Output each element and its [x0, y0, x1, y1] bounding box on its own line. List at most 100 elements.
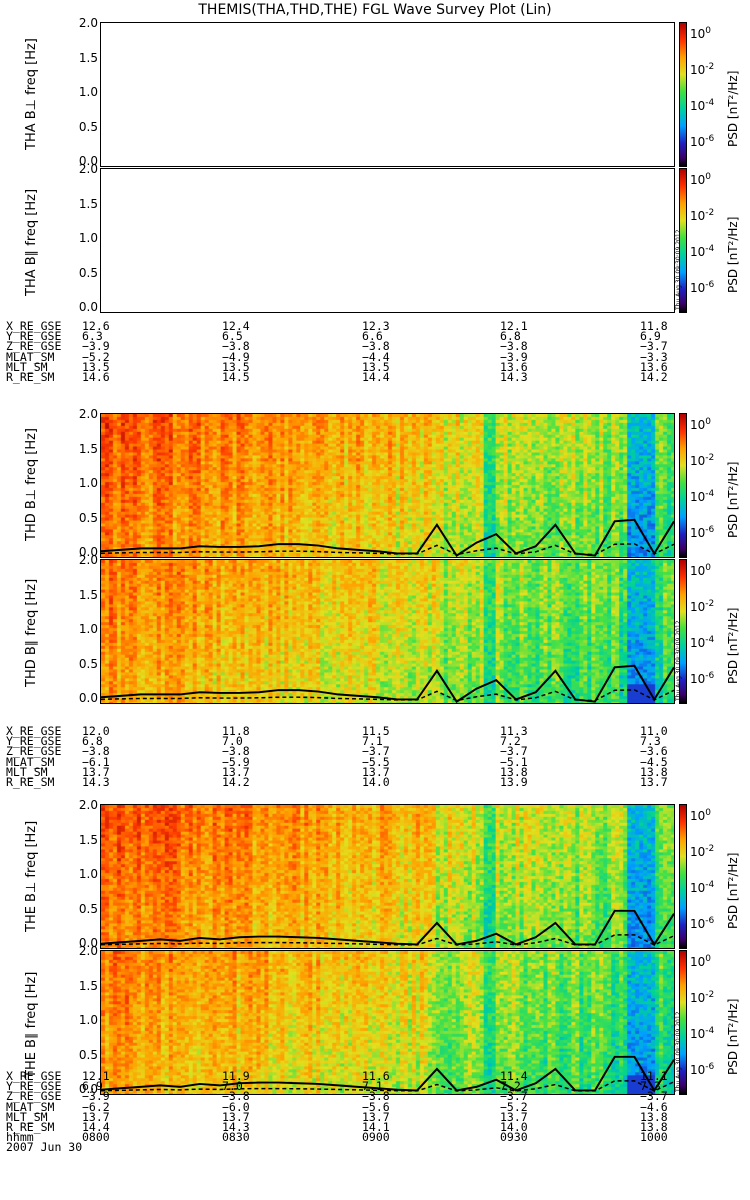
ephemeris-value: 6.8	[82, 734, 103, 749]
ephemeris-row: R_RE_SM 14.3 14.2 14.0 13.9 13.7	[6, 774, 746, 789]
ephemeris-label: Y_RE_GSE	[6, 1079, 62, 1094]
ephemeris-row: hhmm 0800 0830 0900 0930 1000	[6, 1130, 746, 1145]
ephemeris-value: 7.0	[222, 1079, 243, 1094]
ephemeris-label: Y_RE_GSE	[6, 329, 62, 344]
y-axis-label: THE B∥ freq [Hz]	[24, 971, 39, 1078]
ephemeris-row: Y_RE_GSE 6.9 7.0 7.1 7.2 7.3	[6, 1079, 746, 1094]
dashed-line	[101, 934, 674, 946]
ephemeris-value: 11.6	[362, 1069, 390, 1083]
ephemeris-value: −5.2	[82, 349, 110, 364]
ephemeris-value: 13.7	[500, 1109, 528, 1124]
ephemeris-value: −3.7	[500, 1089, 528, 1104]
ephemeris-value: −3.6	[640, 744, 668, 759]
ephemeris-value: 12.3	[362, 319, 390, 333]
ephemeris-value: 14.4	[82, 1119, 110, 1134]
y-tick-label: 1.0	[78, 85, 98, 99]
ephemeris-label: MLT_SM	[6, 764, 48, 779]
colorbar-tick-label: 10-6	[690, 671, 715, 686]
y-tick-label: 0.5	[78, 656, 98, 671]
y-axis-label: THA B⊥ freq [Hz]	[24, 37, 39, 150]
ephemeris-value: 6.9	[640, 329, 661, 344]
ephemeris-value: −3.3	[640, 349, 668, 364]
fce-line	[101, 518, 674, 557]
spectrogram-panel-2	[100, 168, 675, 313]
ephemeris-value: −5.9	[222, 754, 250, 769]
ephemeris-value: 7.3	[640, 734, 661, 749]
ephemeris-value: 14.3	[82, 774, 110, 789]
colorbar-tick-label: 10-4	[690, 98, 715, 113]
colorbar	[679, 804, 687, 949]
ephemeris-value: 14.1	[362, 1119, 390, 1134]
colorbar-tick-label: 10-2	[690, 62, 715, 77]
plot-title: THEMIS(THA,THD,THE) FGL Wave Survey Plot…	[198, 2, 552, 18]
colorbar-tick-label: 10-4	[690, 244, 715, 259]
ephemeris-value: 13.7	[82, 1109, 110, 1124]
colorbar-tick-label: 10-6	[690, 1062, 715, 1077]
ephemeris-value: 0800	[82, 1130, 110, 1145]
ephemeris-value: 11.0	[640, 724, 668, 738]
ephemeris-value: −3.9	[82, 339, 110, 354]
ephemeris-value: −5.2	[500, 1099, 528, 1114]
ephemeris-value: 6.8	[500, 329, 521, 344]
colorbar-tick-label: 100	[690, 808, 712, 823]
ephemeris-value: 13.7	[222, 1109, 250, 1124]
ephemeris-value: −6.1	[82, 754, 110, 769]
y-tick-label: 1.0	[78, 476, 98, 490]
colorbar-label: PSD [nT²/Hz]	[726, 852, 740, 929]
colorbar-label: PSD [nT²/Hz]	[726, 607, 740, 684]
ephemeris-value: 13.7	[222, 764, 250, 779]
colorbar	[679, 22, 687, 167]
ephemeris-value: −3.9	[500, 349, 528, 364]
y-tick-label: 2.0	[78, 16, 98, 30]
ephemeris-block-2: X_RE_GSE 12.0 11.8 11.5 11.3 11.0 Y_RE_GSE 6.8 7…	[6, 724, 746, 789]
colorbar-label: PSD [nT²/Hz]	[726, 216, 740, 293]
colorbar	[679, 950, 687, 1095]
colorbar-tick-label: 10-6	[690, 134, 715, 149]
ephemeris-label: MLT_SM	[6, 359, 48, 374]
y-tick-label: 2.0	[78, 162, 98, 176]
y-tick-label: 1.0	[78, 867, 98, 881]
ephemeris-value: 12.1	[500, 319, 528, 333]
ephemeris-value: 13.6	[500, 359, 528, 374]
ephemeris-value: −4.5	[640, 754, 668, 769]
y-tick-label: 0.5	[78, 1047, 98, 1062]
ephemeris-value: −6.2	[82, 1099, 110, 1114]
spectrogram-panel-5	[100, 804, 675, 949]
y-axis-label: THE B⊥ freq [Hz]	[24, 820, 39, 932]
timestamp-label: Thu Aug 30 09:30:09 2012	[675, 229, 682, 310]
spectrogram-panel-4	[100, 559, 675, 704]
ephemeris-value: 13.5	[82, 359, 110, 374]
ephemeris-row: MLT_SM 13.7 13.7 13.7 13.7 13.8	[6, 1109, 746, 1124]
ephemeris-value: 7.3	[640, 1079, 661, 1094]
y-tick-label: 0.0	[78, 300, 98, 314]
spectrogram-panel-1	[100, 22, 675, 167]
colorbar-tick-label: 100	[690, 954, 712, 969]
ephemeris-value: 11.8	[640, 319, 668, 333]
y-axis-label: THA B∥ freq [Hz]	[24, 188, 39, 296]
y-axis-label: THD B⊥ freq [Hz]	[24, 427, 39, 541]
y-tick-label: 0.5	[78, 510, 98, 525]
ephemeris-value: −5.5	[362, 754, 390, 769]
ephemeris-value: −3.8	[362, 339, 390, 354]
ephemeris-row: 2007 Jun 30	[6, 1141, 746, 1153]
colorbar-tick-label: 10-4	[690, 635, 715, 650]
ephemeris-value: −5.1	[500, 754, 528, 769]
ephemeris-value: 12.4	[222, 319, 250, 333]
ephemeris-value: −4.6	[640, 1099, 668, 1114]
ephemeris-value: 13.9	[500, 774, 528, 789]
ephemeris-value: −3.8	[500, 339, 528, 354]
spectrogram-image	[101, 414, 674, 557]
ephemeris-value: −3.8	[362, 1089, 390, 1104]
ephemeris-label: Z_RE_GSE	[6, 1089, 62, 1104]
ephemeris-row: R_RE_SM 14.4 14.3 14.1 14.0 13.8	[6, 1119, 746, 1134]
ephemeris-value: 14.6	[82, 369, 110, 384]
y-tick-label: 1.5	[78, 832, 98, 847]
ephemeris-value: 14.0	[500, 1119, 528, 1134]
colorbar-tick-label: 100	[690, 417, 712, 432]
y-tick-label: 0.0	[78, 154, 98, 168]
y-tick-label: 2.0	[78, 407, 98, 421]
ephemeris-value: 13.5	[222, 359, 250, 374]
ephemeris-row: MLT_SM 13.5 13.5 13.5 13.6 13.6	[6, 359, 746, 374]
ephemeris-value: 6.9	[82, 1079, 103, 1094]
spectrogram-image	[101, 805, 674, 948]
